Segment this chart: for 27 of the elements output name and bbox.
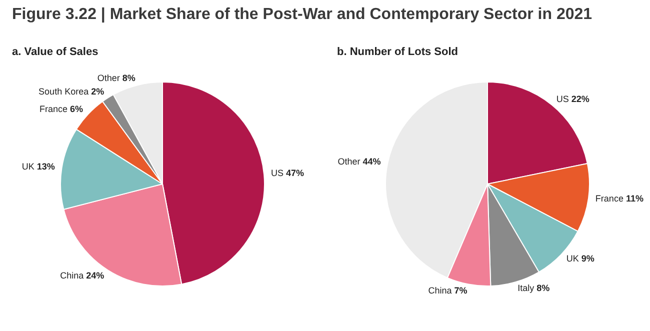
- data-label: 9%: [581, 254, 594, 264]
- data-label: 8%: [536, 283, 550, 294]
- chart-subtitle: a. Value of Sales: [12, 46, 100, 60]
- data-label: 6%: [70, 104, 84, 114]
- slice-label: South Korea: [38, 86, 92, 96]
- slice-label: China: [428, 286, 454, 296]
- data-label: 24%: [86, 270, 104, 281]
- slice-label: China: [60, 270, 86, 281]
- slice-label: Italy: [518, 283, 537, 294]
- data-label: 7%: [454, 286, 468, 296]
- slice-label: France: [40, 104, 70, 114]
- data-label: 44%: [362, 156, 381, 167]
- chart-subtitle: b. Number of Lots Sold: [337, 46, 459, 60]
- slice-label: UK: [566, 254, 582, 264]
- data-label: 2%: [91, 86, 104, 96]
- data-label: 22%: [571, 94, 590, 104]
- data-label: 11%: [626, 194, 644, 204]
- slice-label: US: [556, 94, 572, 104]
- data-label: 47%: [286, 168, 304, 178]
- slice-label: UK: [22, 161, 37, 172]
- data-label: 13%: [36, 161, 55, 172]
- slice-label: Other: [338, 156, 363, 167]
- slice-label: US: [271, 168, 286, 178]
- slice-label: Other: [97, 72, 122, 83]
- data-label: 8%: [122, 72, 136, 83]
- chart-title: Figure 3.22 | Market Share of the Post-War and Contemporary Sector in 2021: [12, 6, 592, 24]
- slice-label: France: [595, 194, 626, 204]
